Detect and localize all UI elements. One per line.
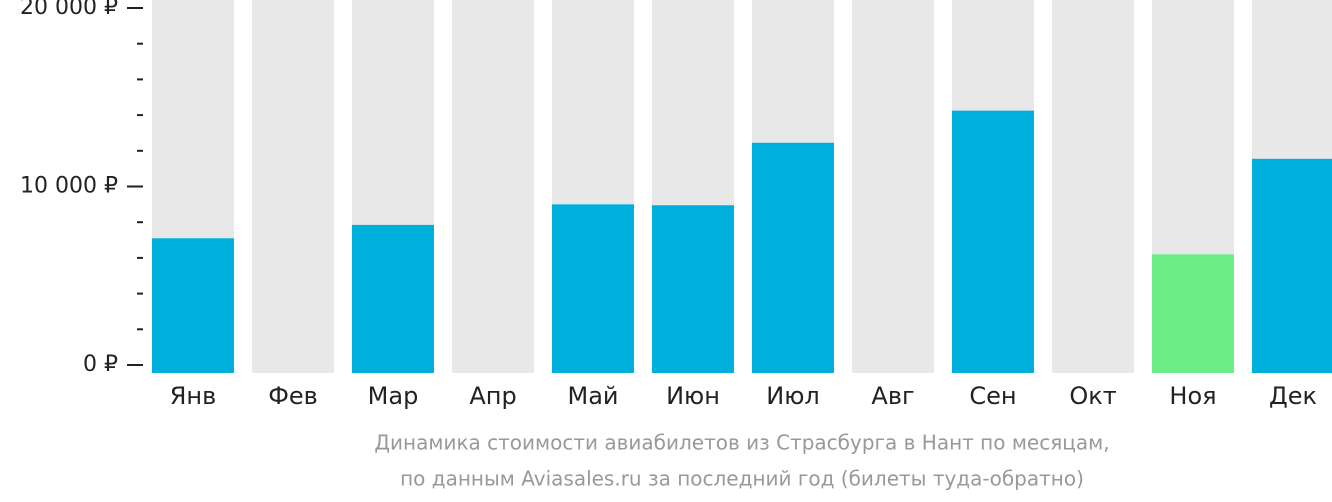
x-tick-label: Мар <box>368 382 419 410</box>
x-tick-label: Апр <box>469 382 516 410</box>
caption-line: Динамика стоимости авиабилетов из Страсб… <box>374 431 1109 455</box>
x-tick-label: Фев <box>268 382 318 410</box>
bar <box>552 204 634 373</box>
x-tick-label: Июл <box>766 382 820 410</box>
bar-background <box>1052 0 1134 373</box>
x-tick-label: Июн <box>666 382 720 410</box>
x-tick-label: Дек <box>1269 382 1317 410</box>
bar <box>652 205 734 373</box>
x-tick-label: Сен <box>969 382 1016 410</box>
y-tick-label: 0 ₽ <box>83 352 118 377</box>
bar-background <box>852 0 934 373</box>
bar <box>352 224 434 373</box>
bar <box>952 110 1034 373</box>
y-tick-label: 10 000 ₽ <box>20 174 118 199</box>
x-tick-label: Янв <box>170 382 217 410</box>
x-tick-label: Окт <box>1069 382 1116 410</box>
bar <box>752 142 834 373</box>
x-tick-label: Авг <box>871 382 914 410</box>
y-tick-label: 20 000 ₽ <box>20 0 118 20</box>
bar <box>1152 254 1234 373</box>
bar-background <box>252 0 334 373</box>
bar <box>152 238 234 373</box>
x-tick-label: Май <box>567 382 618 410</box>
x-tick-label: Ноя <box>1169 382 1216 410</box>
caption-line: по данным Aviasales.ru за последний год … <box>400 467 1084 491</box>
bar-background <box>452 0 534 373</box>
bar <box>1252 158 1332 373</box>
